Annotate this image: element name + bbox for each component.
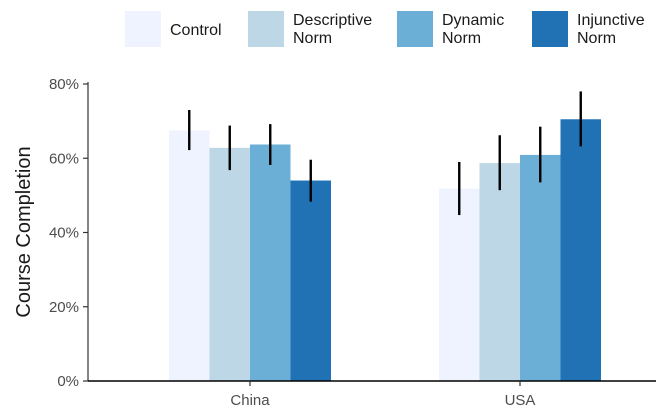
legend-label: Dynamic Norm	[442, 12, 504, 47]
x-tick-label-usa: USA	[505, 392, 536, 408]
bar-china-injunctive-norm	[290, 180, 331, 381]
bar-usa-injunctive-norm	[560, 119, 601, 382]
bar-china-dynamic-norm	[250, 144, 291, 381]
error-bars	[188, 91, 582, 216]
bar-china-control	[169, 130, 210, 381]
bar-usa-dynamic-norm	[520, 154, 561, 381]
y-tick-label: 40%	[49, 225, 79, 242]
legend-item-control: Control	[125, 11, 222, 47]
bar-usa-control	[439, 188, 480, 381]
x-tick-label-china: China	[230, 392, 270, 408]
legend-item-descriptive-norm: Descriptive Norm	[248, 11, 372, 47]
legend: Control Descriptive Norm Dynamic Norm Injunct…	[125, 11, 645, 47]
legend-swatch	[397, 11, 433, 47]
legend-label: Descriptive Norm	[293, 12, 372, 47]
y-axis-title: Course Completion	[13, 146, 35, 317]
y-tick-label: 0%	[57, 373, 79, 390]
legend-swatch	[532, 11, 568, 47]
y-tick-label: 60%	[49, 150, 79, 167]
x-axis: China USA	[88, 380, 656, 408]
bar-china-descriptive-norm	[209, 147, 250, 381]
legend-item-dynamic-norm: Dynamic Norm	[397, 11, 504, 47]
legend-swatch	[125, 11, 161, 47]
legend-item-injunctive-norm: Injunctive Norm	[532, 11, 645, 47]
y-axis: 0% 20% 40% 60% 80%	[49, 76, 89, 390]
bars	[169, 119, 601, 382]
bar-usa-descriptive-norm	[479, 163, 520, 381]
y-tick-label: 80%	[49, 76, 79, 93]
y-tick-label: 20%	[49, 299, 79, 316]
legend-label: Injunctive Norm	[577, 12, 645, 47]
legend-label: Control	[170, 22, 222, 39]
legend-swatch	[248, 11, 284, 47]
